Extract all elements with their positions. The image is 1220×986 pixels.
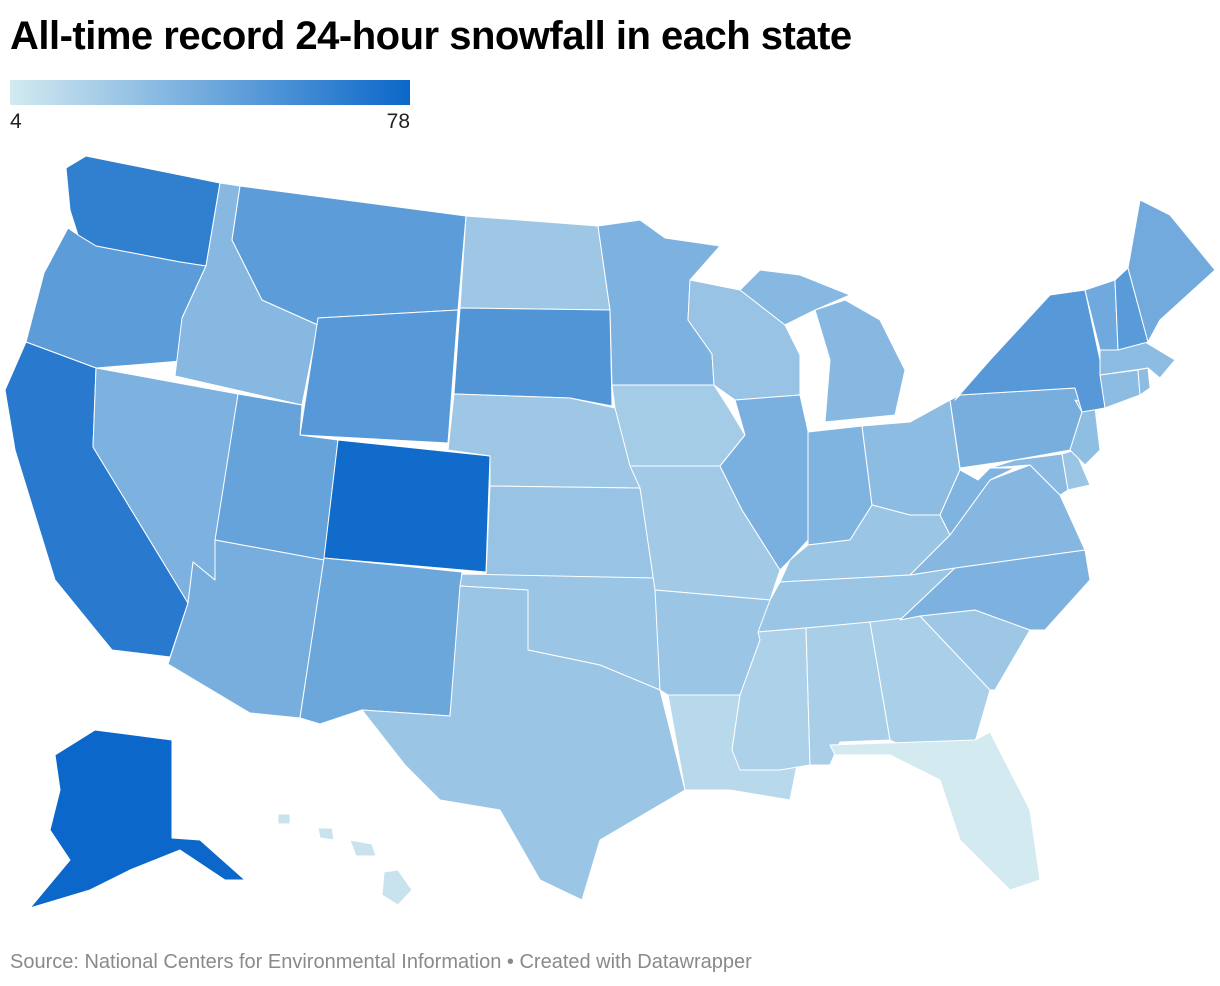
state-hawaii-maui[interactable] [349, 839, 377, 857]
chart-title: All-time record 24-hour snowfall in each… [10, 14, 852, 58]
state-kansas[interactable] [485, 485, 656, 579]
state-colorado[interactable] [323, 439, 491, 573]
state-hawaii-oahu[interactable] [317, 827, 335, 841]
state-michigan-upper[interactable] [739, 269, 851, 326]
state-wyoming[interactable] [299, 309, 459, 444]
state-texas[interactable] [361, 585, 686, 901]
state-south-dakota[interactable] [453, 307, 613, 407]
color-legend: 4 78 [10, 80, 410, 133]
state-rhode-island[interactable] [1137, 367, 1151, 396]
state-new-mexico[interactable] [299, 557, 463, 725]
us-choropleth-map [4, 155, 1216, 909]
legend-max-label: 78 [386, 110, 410, 133]
state-florida[interactable] [829, 731, 1041, 891]
state-west-virginia[interactable] [939, 467, 1016, 536]
state-hawaii-big-island[interactable] [381, 869, 413, 906]
state-hawaii-kauai[interactable] [277, 813, 291, 825]
source-credit: Source: National Centers for Environment… [10, 951, 752, 973]
state-maine[interactable] [1127, 199, 1216, 343]
state-iowa[interactable] [611, 384, 746, 467]
state-alaska[interactable] [29, 729, 246, 909]
state-illinois[interactable] [719, 394, 811, 571]
state-north-dakota[interactable] [459, 215, 611, 311]
state-connecticut[interactable] [1099, 369, 1141, 409]
legend-gradient-bar [10, 80, 410, 105]
state-michigan[interactable] [814, 299, 906, 423]
legend-min-label: 4 [10, 110, 22, 133]
